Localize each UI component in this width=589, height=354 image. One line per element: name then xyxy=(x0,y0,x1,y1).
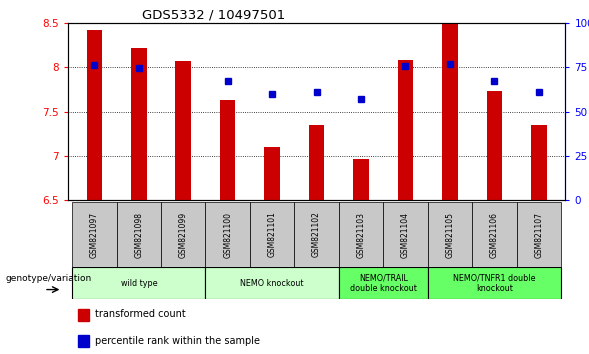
Text: GSM821106: GSM821106 xyxy=(490,212,499,257)
Bar xyxy=(353,159,369,200)
Bar xyxy=(398,60,413,200)
Text: GSM821100: GSM821100 xyxy=(223,212,232,257)
Bar xyxy=(264,147,280,200)
Bar xyxy=(339,202,383,267)
Text: GSM821102: GSM821102 xyxy=(312,212,321,257)
Bar xyxy=(161,202,206,267)
Bar xyxy=(294,202,339,267)
Bar xyxy=(72,267,206,299)
Bar xyxy=(78,336,88,347)
Bar xyxy=(206,267,339,299)
Bar xyxy=(220,100,236,200)
Text: GSM821098: GSM821098 xyxy=(134,212,143,257)
Bar xyxy=(176,61,191,200)
Text: NEMO/TNFR1 double
knockout: NEMO/TNFR1 double knockout xyxy=(453,274,535,293)
Bar xyxy=(487,91,502,200)
Bar xyxy=(78,309,88,321)
Text: percentile rank within the sample: percentile rank within the sample xyxy=(95,336,260,346)
Bar xyxy=(442,22,458,200)
Text: GSM821097: GSM821097 xyxy=(90,211,99,258)
Text: transformed count: transformed count xyxy=(95,309,186,319)
Bar xyxy=(428,202,472,267)
Text: wild type: wild type xyxy=(121,279,157,288)
Bar xyxy=(339,267,428,299)
Bar xyxy=(131,48,147,200)
Text: NEMO knockout: NEMO knockout xyxy=(240,279,304,288)
Bar xyxy=(472,202,517,267)
Text: GSM821107: GSM821107 xyxy=(534,212,543,257)
Text: NEMO/TRAIL
double knockout: NEMO/TRAIL double knockout xyxy=(350,274,416,293)
Bar xyxy=(428,267,561,299)
Bar xyxy=(72,202,117,267)
Bar xyxy=(309,125,325,200)
Bar xyxy=(87,30,102,200)
Bar xyxy=(206,202,250,267)
Text: GSM821099: GSM821099 xyxy=(179,211,188,258)
Text: GSM821103: GSM821103 xyxy=(356,212,366,257)
Text: GSM821105: GSM821105 xyxy=(445,212,454,257)
Bar xyxy=(117,202,161,267)
Bar xyxy=(517,202,561,267)
Bar xyxy=(531,125,547,200)
Text: GSM821101: GSM821101 xyxy=(267,212,277,257)
Text: GSM821104: GSM821104 xyxy=(401,212,410,257)
Text: GDS5332 / 10497501: GDS5332 / 10497501 xyxy=(143,9,286,22)
Bar xyxy=(383,202,428,267)
Bar xyxy=(250,202,294,267)
Text: genotype/variation: genotype/variation xyxy=(6,274,92,283)
